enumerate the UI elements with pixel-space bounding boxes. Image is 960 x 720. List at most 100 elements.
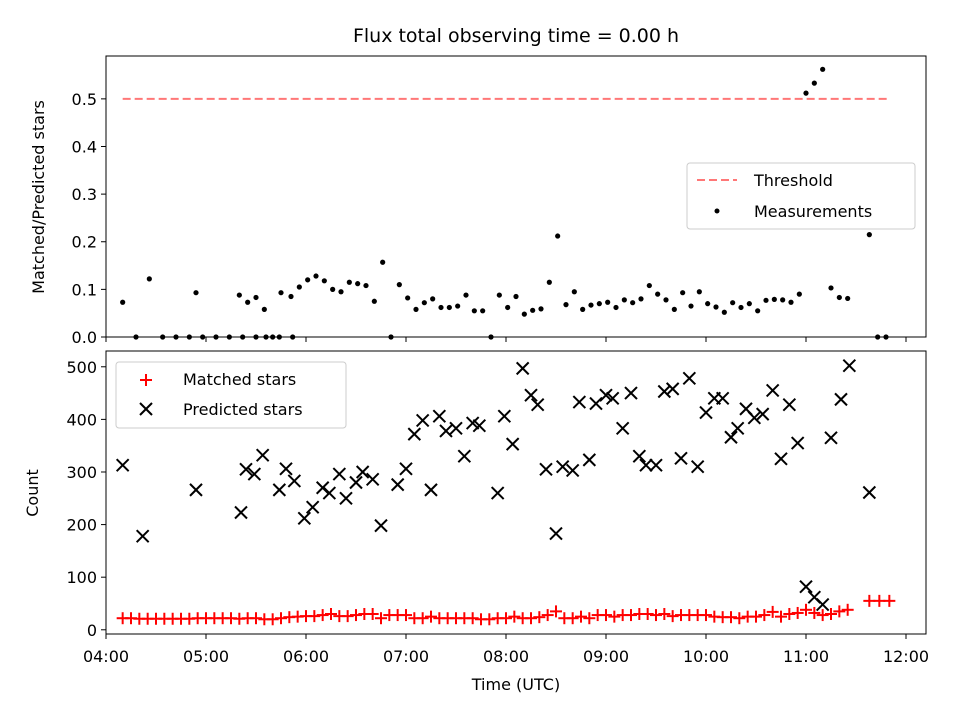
measurement-point (713, 304, 719, 310)
top-legend: Threshold Measurements (686, 162, 916, 230)
measurement-point (471, 308, 477, 314)
top-y-tick-label: 0.1 (72, 280, 97, 299)
predicted-stars-point (287, 474, 302, 488)
bottom-panel: 0 100 200 300 400 500 04:00 05:00 06:00 07:00 08:… (23, 350, 929, 694)
measurement-point (146, 276, 152, 282)
matched-stars-point (766, 605, 779, 618)
bottom-x-tick-label: 04:00 (83, 647, 129, 666)
predicted-stars-point (407, 427, 422, 441)
measurement-point (605, 299, 611, 305)
measurement-point (480, 308, 486, 314)
matched-stars-point (791, 606, 804, 619)
measurement-point (521, 311, 527, 317)
bottom-x-tick-label: 12:00 (883, 647, 929, 666)
matched-stars-point (308, 610, 321, 623)
matched-stars-point (641, 608, 654, 621)
matched-stars-point (783, 608, 796, 621)
measurement-point (278, 290, 284, 296)
predicted-stars-point (355, 465, 370, 479)
measurement-point (296, 284, 302, 290)
predicted-stars-point (682, 371, 697, 386)
predicted-stars-point (834, 392, 848, 407)
measurement-point (513, 293, 519, 300)
matched-stars-point (833, 605, 846, 618)
predicted-stars-point (815, 597, 830, 612)
measurement-point (571, 289, 577, 295)
predicted-stars-point (490, 486, 505, 500)
predicted-stars-point (505, 437, 520, 451)
predicted-stars-point (615, 421, 630, 436)
predicted-stars-point (449, 421, 463, 436)
measurement-point (236, 292, 242, 298)
bottom-y-axis-label: Count (23, 469, 42, 517)
predicted-stars-point (115, 458, 130, 472)
predicted-stars-point (349, 475, 363, 490)
bottom-y-tick-label: 100 (66, 568, 97, 587)
bottom-y-tick-label: 300 (66, 463, 97, 482)
measurement-point (546, 279, 552, 285)
x-axis-label: Time (UTC) (471, 675, 560, 694)
matched-stars-point (341, 610, 354, 623)
measurement-point (380, 259, 386, 265)
top-legend-box (686, 162, 916, 230)
top-y-axis-label: Matched/Predicted stars (29, 100, 48, 294)
measurement-point (396, 282, 402, 288)
predicted-stars-point (632, 449, 647, 463)
measurement-point (580, 306, 586, 312)
matched-stars-legend-label: Matched stars (183, 370, 296, 389)
matched-stars-point (658, 608, 671, 621)
matched-stars-point (825, 608, 837, 621)
bottom-x-tick-label: 06:00 (283, 647, 329, 666)
measurement-point (413, 306, 419, 312)
predicted-stars-legend-label: Predicted stars (183, 400, 303, 419)
predicted-stars-point (365, 472, 380, 487)
bottom-legend: Matched stars Predicted stars (115, 361, 347, 429)
matched-stars-point (375, 612, 387, 625)
predicted-stars-point (239, 462, 253, 477)
matched-stars-point (400, 609, 412, 622)
measurement-point (253, 294, 259, 301)
predicted-stars-point (690, 460, 705, 474)
measurement-point (705, 301, 711, 307)
top-y-tick-label: 0.5 (72, 90, 97, 109)
measurement-point (245, 299, 251, 305)
predicted-stars-point (824, 431, 838, 445)
matched-stars-point (325, 608, 337, 621)
measurement-point (820, 66, 826, 72)
predicted-stars-point (279, 462, 293, 476)
measurement-point (120, 299, 126, 305)
measurement-point (463, 292, 469, 298)
predicted-stars-point (432, 409, 447, 423)
predicted-stars-point (515, 361, 530, 376)
measurement-point (721, 309, 727, 315)
matched-stars-point (525, 612, 537, 625)
matched-stars-point (583, 612, 596, 625)
measurement-point (338, 289, 344, 295)
predicted-stars-point (135, 529, 150, 543)
measurement-point (421, 300, 427, 306)
measurement-point (405, 295, 411, 301)
measurement-point (538, 306, 544, 312)
bottom-plot-area (115, 359, 896, 626)
measurement-point (696, 289, 702, 295)
matched-stars-point (775, 610, 787, 623)
predicted-stars-point (322, 486, 337, 500)
matched-stars-point (600, 609, 612, 622)
bottom-x-ticks: 04:00 05:00 06:00 07:00 08:00 09:00 10:00 11:00… (83, 634, 929, 666)
matched-stars-point (800, 603, 812, 616)
predicted-stars-point (572, 395, 587, 409)
threshold-legend-label: Threshold (753, 171, 833, 190)
measurement-point (866, 232, 872, 238)
measurement-point (261, 306, 267, 312)
predicted-stars-point (862, 485, 877, 500)
predicted-stars-point (755, 407, 770, 421)
matched-stars-point (416, 612, 429, 625)
predicted-stars-point (599, 388, 613, 402)
bottom-x-tick-label: 07:00 (383, 647, 429, 666)
measurement-point (330, 286, 336, 292)
measurement-point (555, 233, 561, 239)
measurements-legend-marker (714, 208, 720, 214)
predicted-stars-point (565, 463, 580, 478)
measurement-point (455, 303, 461, 309)
matched-stars-point (758, 609, 771, 622)
